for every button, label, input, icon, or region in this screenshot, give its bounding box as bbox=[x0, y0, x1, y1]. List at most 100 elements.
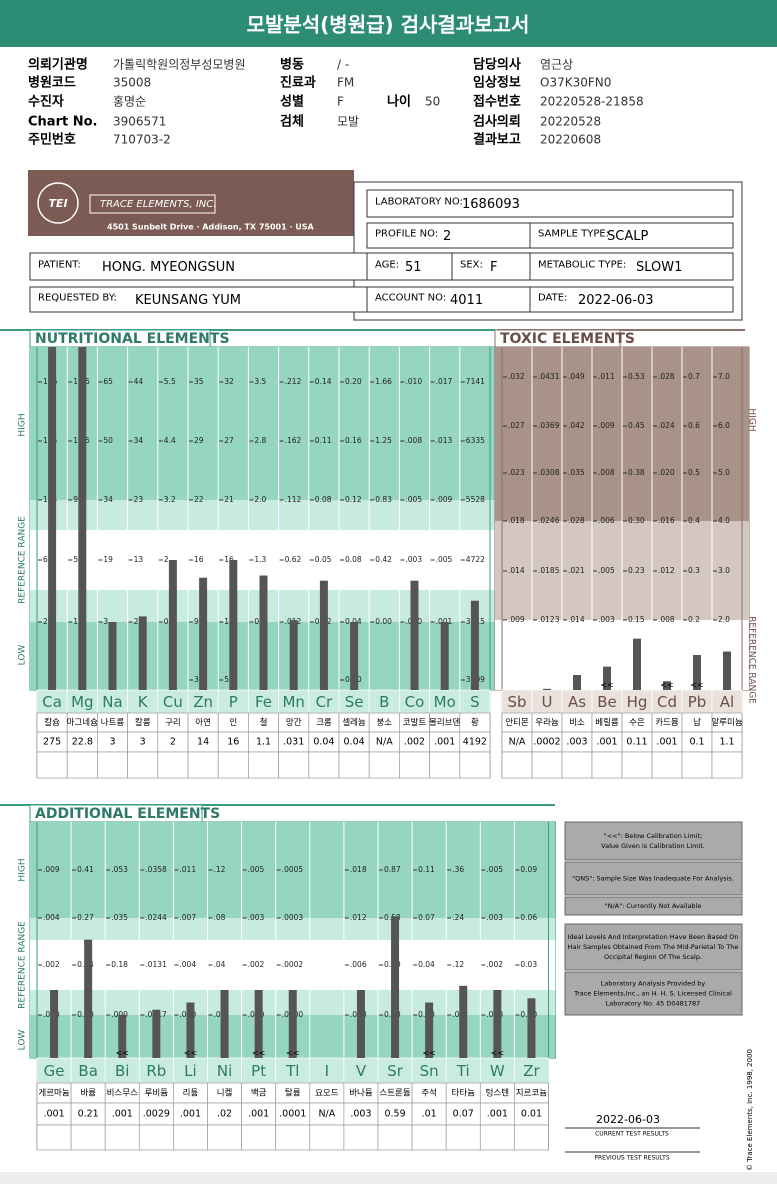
element-symbol: Mo bbox=[434, 693, 456, 711]
table-cell bbox=[711, 751, 743, 779]
tick-label: 34 bbox=[134, 436, 144, 445]
field-value: 35008 bbox=[113, 76, 151, 90]
tick-label: .0131 bbox=[145, 960, 167, 969]
table-cell bbox=[445, 1124, 481, 1151]
element-result: N/A bbox=[509, 737, 526, 748]
result-bar bbox=[48, 347, 57, 690]
table-cell bbox=[343, 1124, 379, 1151]
field-value: 모발 bbox=[337, 115, 359, 129]
lab-field-label: LABORATORY NO: bbox=[375, 197, 463, 208]
tick-label: .027 bbox=[508, 421, 525, 430]
element-name: 리튬 bbox=[183, 1089, 199, 1099]
tick-label: .002 bbox=[43, 960, 60, 969]
element-name: 게르마늄 bbox=[38, 1088, 69, 1099]
lab-field-label: SAMPLE TYPE: bbox=[538, 229, 609, 240]
tick-label: 27 bbox=[224, 436, 234, 445]
tick-label: 0.38 bbox=[628, 468, 645, 477]
element-symbol: Tl bbox=[285, 1062, 299, 1080]
tick-label: 4.4 bbox=[164, 436, 176, 445]
element-symbol: Ca bbox=[42, 693, 62, 711]
result-bar bbox=[152, 1009, 161, 1058]
bottom-strip bbox=[0, 1172, 777, 1184]
result-bar bbox=[108, 622, 117, 690]
tick-label: .012 bbox=[658, 566, 675, 575]
note-text: "<<": Below Calibration Limit; bbox=[604, 832, 703, 840]
element-name: 탈륨 bbox=[285, 1089, 301, 1099]
footer-date: 2022-06-03 bbox=[596, 1113, 660, 1126]
element-result: 3 bbox=[140, 737, 146, 748]
element-result: 0.07 bbox=[453, 1109, 474, 1120]
section-title: ADDITIONAL ELEMENTS bbox=[35, 806, 220, 822]
tick-label: .008 bbox=[658, 615, 675, 624]
tick-label: .002 bbox=[486, 960, 503, 969]
tick-label: 0.83 bbox=[375, 495, 392, 504]
tick-label: 0.87 bbox=[384, 865, 401, 874]
element-symbol: B bbox=[379, 693, 389, 711]
table-cell bbox=[138, 1057, 174, 1084]
tick-label: 0.6 bbox=[688, 421, 700, 430]
tick-label: 0.41 bbox=[77, 865, 94, 874]
element-result: 0.11 bbox=[626, 737, 647, 748]
element-name: 타타늄 bbox=[452, 1089, 476, 1099]
element-symbol: As bbox=[568, 693, 586, 711]
address: 4501 Sunbelt Drive · Addison, TX 75001 ·… bbox=[107, 223, 315, 232]
element-name: 수은 bbox=[629, 718, 645, 728]
result-bar bbox=[573, 675, 581, 690]
element-symbol: K bbox=[138, 693, 149, 711]
element-result: 22.8 bbox=[72, 737, 93, 748]
element-name: 구리 bbox=[165, 718, 181, 728]
copyright: © Trace Elements, Inc. 1998, 2000 bbox=[746, 1049, 754, 1171]
calibration-mark: << bbox=[690, 681, 703, 690]
tick-label: 0.04 bbox=[418, 960, 435, 969]
element-name: 니켈 bbox=[217, 1088, 233, 1099]
lab-field-value: 2 bbox=[443, 229, 451, 244]
tick-label: 63 bbox=[43, 555, 53, 564]
table-cell bbox=[36, 1124, 72, 1151]
element-symbol: P bbox=[229, 693, 238, 711]
table-cell bbox=[157, 751, 189, 779]
tick-label: .005 bbox=[436, 555, 453, 564]
logo-box bbox=[28, 170, 354, 236]
element-result: .001 bbox=[180, 1109, 201, 1120]
calibration-mark: << bbox=[184, 1049, 197, 1058]
note-text: Trace Elements,Inc., an H. H. S. License… bbox=[573, 990, 732, 998]
field-label: 검체 bbox=[280, 115, 304, 130]
result-bar bbox=[288, 990, 297, 1058]
note-text: Occipital Region Of The Scalp. bbox=[604, 953, 702, 961]
side-label: HIGH bbox=[747, 408, 757, 431]
tick-label: .005 bbox=[248, 865, 265, 874]
lab-field-label: ACCOUNT NO: bbox=[375, 293, 446, 304]
field-label: 결과보고 bbox=[473, 132, 521, 148]
element-symbol: S bbox=[470, 693, 480, 711]
side-label: HIGH bbox=[18, 413, 28, 436]
tick-label: 22 bbox=[194, 495, 204, 504]
field-label: Chart No. bbox=[28, 115, 97, 130]
element-name: 철 bbox=[260, 717, 268, 728]
tick-label: .009 bbox=[598, 421, 615, 430]
element-symbol: Be bbox=[597, 693, 617, 711]
table-cell bbox=[377, 1057, 413, 1084]
table-cell bbox=[275, 1124, 311, 1151]
element-result: .031 bbox=[283, 737, 304, 748]
element-result: .001 bbox=[596, 737, 617, 748]
tick-label: .035 bbox=[568, 468, 585, 477]
element-name: 스트론튬 bbox=[379, 1089, 410, 1099]
lab-field-value: 2022-06-03 bbox=[578, 293, 654, 308]
table-cell bbox=[309, 1124, 345, 1151]
element-symbol: Sn bbox=[420, 1062, 439, 1080]
tick-label: .003 bbox=[405, 555, 422, 564]
table-cell bbox=[561, 751, 593, 779]
element-name: 황 bbox=[471, 717, 479, 728]
result-bar bbox=[138, 616, 147, 690]
side-label: HIGH bbox=[18, 858, 28, 881]
result-bar bbox=[356, 990, 365, 1058]
element-symbol: I bbox=[325, 1062, 329, 1080]
element-symbol: Ge bbox=[44, 1062, 65, 1080]
tick-label: .008 bbox=[405, 436, 422, 445]
table-cell bbox=[138, 1124, 174, 1151]
element-name: 바륨 bbox=[80, 1088, 96, 1099]
element-symbol: Zn bbox=[193, 693, 213, 711]
section-title: TOXIC ELEMENTS bbox=[500, 331, 635, 347]
tick-label: 6335 bbox=[466, 436, 485, 445]
table-cell bbox=[681, 751, 713, 779]
